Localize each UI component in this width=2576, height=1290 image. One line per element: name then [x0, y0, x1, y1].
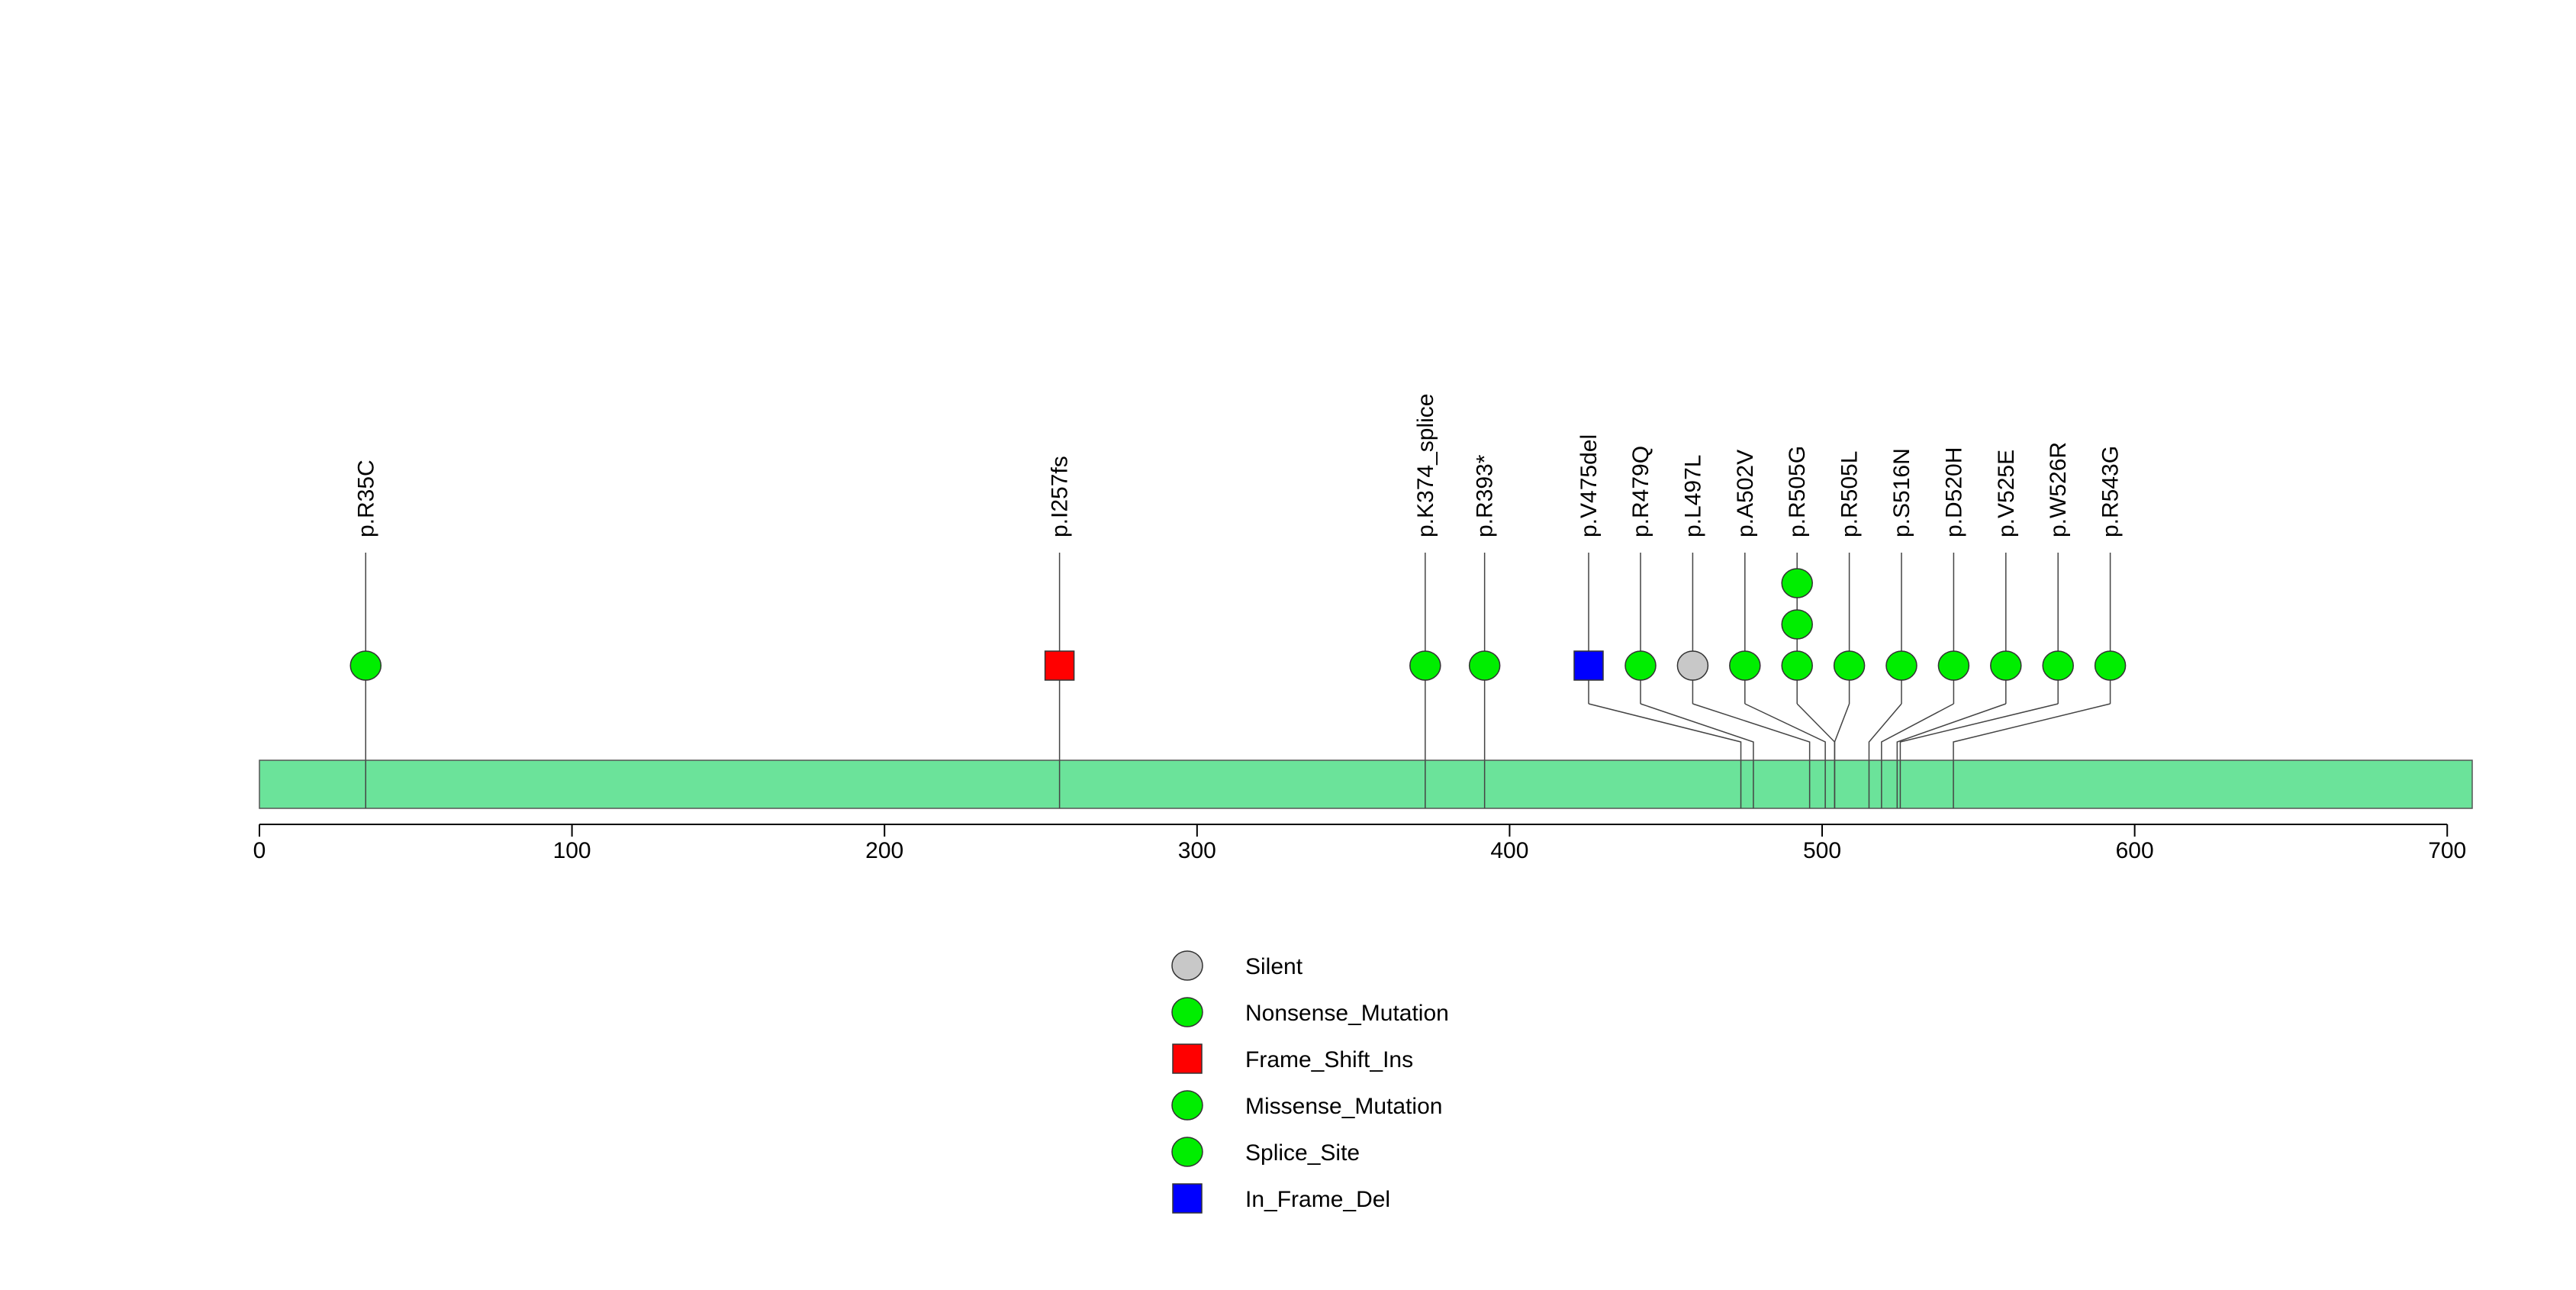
- legend-marker-frame-shift-ins: [1172, 1043, 1203, 1074]
- mutation-marker-p-s516n: [1885, 650, 1918, 681]
- mutation-marker-p-i257fs: [1044, 650, 1075, 681]
- x-tick-label: 300: [1178, 838, 1216, 863]
- mutation-markers: [349, 568, 2127, 681]
- x-axis: 0 100 200 300 400 500 600 700: [253, 824, 2466, 863]
- mutation-connector: [1692, 703, 1811, 760]
- mutation-label-p-a502v: p.A502V: [1733, 450, 1758, 537]
- mutation-label-p-r393: p.R393*: [1473, 454, 1498, 537]
- x-tick-label: 200: [865, 838, 903, 863]
- mutation-marker-p-r505g: [1781, 568, 1813, 598]
- mutation-label-p-r543g: p.R543G: [2098, 446, 2124, 537]
- mutation-labels: p.R35C p.I257fs p.K374_splice p.R393* p.V475…: [353, 394, 2123, 537]
- legend-marker-missense-mutation: [1171, 1090, 1203, 1121]
- mutation-label-p-r505g: p.R505G: [1785, 446, 1810, 537]
- mutation-marker-p-r393: [1468, 650, 1501, 681]
- mutation-marker-p-v475del: [1573, 650, 1604, 681]
- mutation-marker-p-v525e: [1990, 650, 2022, 681]
- x-tick-label: 700: [2428, 838, 2466, 863]
- mutation-label-p-l497l: p.L497L: [1680, 455, 1705, 537]
- x-tick-label: 0: [253, 838, 266, 863]
- mutation-label-p-r35c: p.R35C: [353, 460, 378, 537]
- mutation-marker-p-a502v: [1729, 650, 1761, 681]
- legend-marker-in-frame-del: [1172, 1183, 1203, 1214]
- legend-label-splice-site: Splice_Site: [1245, 1140, 1360, 1166]
- mutation-connector: [1896, 703, 2007, 760]
- mutation-label-p-v525e: p.V525E: [1994, 450, 2019, 537]
- legend-marker-splice-site: [1171, 1137, 1203, 1167]
- legend-marker-nonsense-mutation: [1171, 997, 1203, 1027]
- legend: Silent Nonsense_Mutation Frame_Shift_Ins Mi…: [1171, 950, 1449, 1214]
- x-tick-label: 100: [553, 838, 591, 863]
- mutation-marker-p-d520h: [1937, 650, 1970, 681]
- mutation-connector: [1834, 703, 1850, 760]
- mutation-marker-p-r35c: [349, 650, 382, 681]
- mutation-marker-p-r505l: [1833, 650, 1866, 681]
- mutation-label-p-i257fs: p.I257fs: [1048, 456, 1073, 537]
- mutation-connector: [1744, 703, 1826, 760]
- mutation-marker-p-r505g: [1781, 650, 1813, 681]
- mutation-connector: [1796, 703, 1836, 760]
- mutation-connector: [1868, 703, 1902, 760]
- mutation-marker-p-l497l: [1676, 650, 1709, 681]
- mutation-label-p-r479q: p.R479Q: [1628, 446, 1653, 537]
- legend-label-frame-shift-ins: Frame_Shift_Ins: [1245, 1047, 1413, 1072]
- mutation-marker-p-r479q: [1624, 650, 1657, 681]
- legend-marker-silent: [1171, 950, 1203, 981]
- mutation-connector: [1953, 703, 2111, 760]
- legend-label-nonsense-mutation: Nonsense_Mutation: [1245, 1001, 1449, 1026]
- x-tick-label: 600: [2116, 838, 2154, 863]
- mutation-marker-p-k374-splice: [1409, 650, 1441, 681]
- x-tick-label: 500: [1803, 838, 1841, 863]
- x-tick-label: 400: [1490, 838, 1528, 863]
- legend-label-in-frame-del: In_Frame_Del: [1245, 1187, 1390, 1212]
- legend-label-missense-mutation: Missense_Mutation: [1245, 1094, 1442, 1119]
- mutation-connector: [1640, 703, 1754, 760]
- mutation-connector: [1588, 703, 1742, 760]
- mutation-marker-p-w526r: [2042, 650, 2074, 681]
- mutation-connector: [1881, 703, 1954, 760]
- mutation-label-p-s516n: p.S516N: [1889, 448, 1914, 537]
- mutation-label-p-v475del: p.V475del: [1576, 434, 1602, 537]
- mutation-label-p-d520h: p.D520H: [1941, 447, 1966, 537]
- mutation-connector: [1899, 703, 2059, 760]
- protein-domain-bar: [259, 759, 2473, 809]
- mutation-marker-p-r543g: [2094, 650, 2127, 681]
- mutation-label-p-w526r: p.W526R: [2046, 442, 2071, 537]
- legend-label-silent: Silent: [1245, 954, 1303, 979]
- mutation-label-p-r505l: p.R505L: [1837, 451, 1863, 537]
- bar-position-marks: [365, 760, 1954, 808]
- mutation-marker-p-r505g: [1781, 609, 1813, 640]
- mutation-label-p-k374-splice: p.K374_splice: [1413, 394, 1438, 537]
